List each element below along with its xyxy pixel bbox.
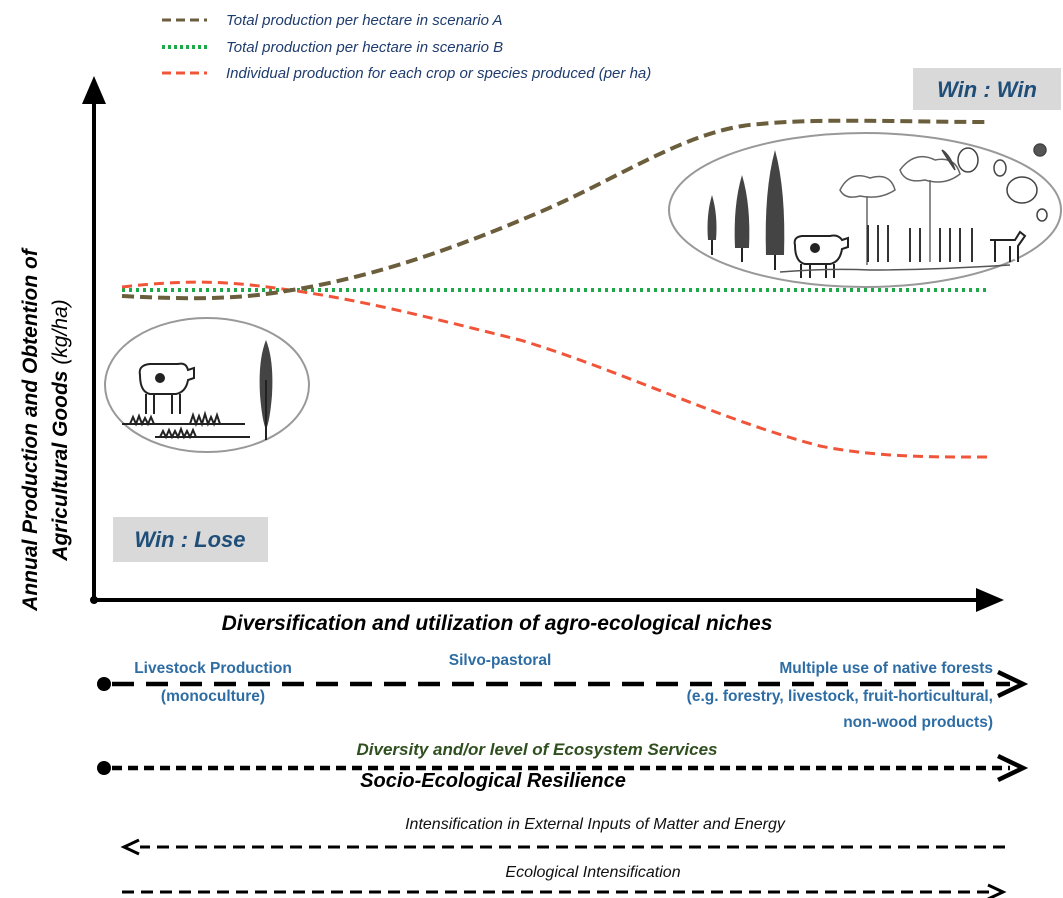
win-win-badge: Win : Win xyxy=(913,68,1061,110)
cow-icon-right xyxy=(793,234,849,278)
multiple-use-label: Multiple use of native forests xyxy=(779,660,993,677)
forest-trees-icon xyxy=(707,150,785,270)
examples-label-line2: non-wood products) xyxy=(843,714,993,731)
win-lose-label: Win : Lose xyxy=(134,527,245,552)
diversified-ellipse xyxy=(668,132,1062,288)
legend-label-scenario-b: Total production per hectare in scenario… xyxy=(226,39,503,56)
legend-label-scenario-a: Total production per hectare in scenario… xyxy=(226,12,503,29)
examples-label-line1: (e.g. forestry, livestock, fruit-horticu… xyxy=(687,688,993,705)
ground-line xyxy=(779,264,1011,273)
livestock-production-label: Livestock Production xyxy=(134,660,292,677)
curves xyxy=(121,118,991,459)
monoculture-illustration xyxy=(104,317,310,453)
axes xyxy=(82,76,1004,612)
vegetables-icon xyxy=(941,143,1048,222)
ecological-intensification-arrow: Ecological Intensification xyxy=(122,864,1007,898)
external-inputs-arrowhead xyxy=(120,838,140,856)
arrow-start-dot-1 xyxy=(97,677,111,691)
ecosystem-services-arrow: Diversity and/or level of Ecosystem Serv… xyxy=(97,740,1029,792)
arrow-start-dot-2 xyxy=(97,761,111,775)
y-axis-title-line1: Annual Production and Obtention of xyxy=(19,247,42,612)
diversified-illustration xyxy=(668,132,1062,288)
ecological-intensification-arrowhead xyxy=(987,883,1007,898)
production-systems-arrowhead xyxy=(997,669,1029,699)
tree-icon xyxy=(259,340,273,440)
production-systems-arrow: Livestock Production (monoculture) Silvo… xyxy=(97,652,1029,731)
y-axis-arrowhead xyxy=(82,76,106,104)
scenario-a-curve xyxy=(121,118,991,301)
win-lose-badge: Win : Lose xyxy=(113,517,268,562)
maize-crops-icon xyxy=(867,225,973,262)
ecological-intensification-label: Ecological Intensification xyxy=(505,864,680,881)
x-axis-title: Diversification and utilization of agro-… xyxy=(222,612,773,635)
grass-icon xyxy=(122,410,250,440)
external-inputs-arrow: Intensification in External Inputs of Ma… xyxy=(120,816,1005,856)
x-axis-arrowhead xyxy=(976,588,1004,612)
legend-label-individual: Individual production for each crop or s… xyxy=(226,65,651,82)
individual-production-curve xyxy=(121,280,991,459)
ecosystem-services-arrowhead xyxy=(997,753,1029,783)
axis-origin xyxy=(90,596,98,604)
monoculture-ellipse xyxy=(104,317,310,453)
y-axis-title-line2: Agricultural Goods (kg/ha) xyxy=(49,299,72,561)
ecosystem-services-label: Diversity and/or level of Ecosystem Serv… xyxy=(357,740,718,759)
silvo-pastoral-label: Silvo-pastoral xyxy=(449,652,552,669)
monoculture-label: (monoculture) xyxy=(161,688,265,705)
resilience-label: Socio-Ecological Resilience xyxy=(360,770,626,792)
external-inputs-label: Intensification in External Inputs of Ma… xyxy=(405,816,786,833)
y-axis-title: Annual Production and Obtention of Agric… xyxy=(19,247,72,612)
win-win-label: Win : Win xyxy=(937,77,1037,102)
legend: Total production per hectare in scenario… xyxy=(162,12,651,82)
cow-icon xyxy=(138,362,195,414)
goat-icon xyxy=(990,230,1027,262)
